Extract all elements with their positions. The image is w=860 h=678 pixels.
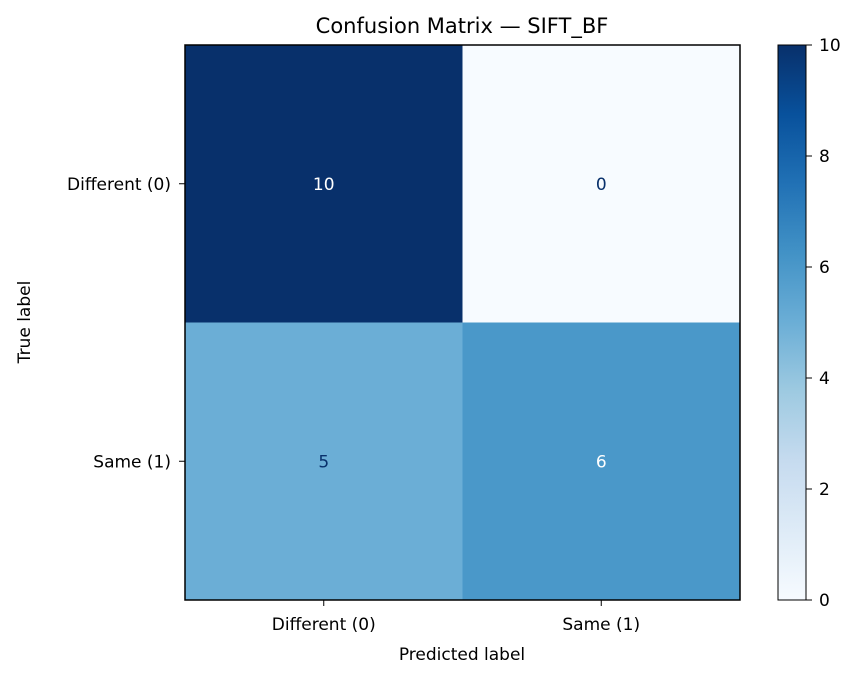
matrix-cell	[185, 322, 463, 600]
x-axis-ticks: Different (0) Same (1)	[272, 600, 640, 635]
colorbar-tick-label: 4	[819, 369, 830, 389]
y-axis-label: True label	[15, 281, 35, 365]
colorbar-tick-label: 10	[819, 36, 841, 56]
matrix-cell	[462, 45, 740, 323]
x-tick-label: Different (0)	[272, 615, 376, 635]
x-tick-label: Same (1)	[562, 615, 640, 635]
y-tick-label: Same (1)	[93, 452, 171, 472]
y-tick-label: Different (0)	[67, 175, 171, 195]
colorbar-tick-label: 0	[819, 591, 830, 611]
cell-value-label: 0	[596, 175, 607, 195]
matrix-cell	[185, 45, 463, 323]
x-axis-label: Predicted label	[399, 645, 525, 665]
plot-frame	[184, 44, 741, 601]
matrix-cells: 10 0 5 6	[185, 45, 740, 600]
colorbar-ticks: 0 2 4 6 8 10	[806, 36, 841, 611]
colorbar	[777, 44, 807, 601]
colorbar-tick-label: 8	[819, 147, 830, 167]
y-axis-ticks: Different (0) Same (1)	[67, 175, 185, 472]
cell-value-label: 6	[596, 452, 607, 472]
colorbar-tick-label: 2	[819, 480, 830, 500]
colorbar-tick-label: 6	[819, 258, 830, 278]
cell-value-label: 10	[313, 175, 335, 195]
cell-value-label: 5	[318, 452, 329, 472]
chart-title: Confusion Matrix — SIFT_BF	[316, 14, 609, 39]
matrix-cell	[462, 322, 740, 600]
